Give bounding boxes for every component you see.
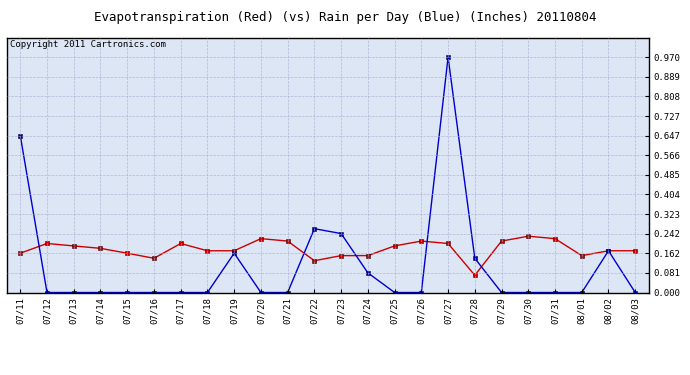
Text: Evapotranspiration (Red) (vs) Rain per Day (Blue) (Inches) 20110804: Evapotranspiration (Red) (vs) Rain per D… bbox=[94, 11, 596, 24]
Text: Copyright 2011 Cartronics.com: Copyright 2011 Cartronics.com bbox=[10, 40, 166, 49]
